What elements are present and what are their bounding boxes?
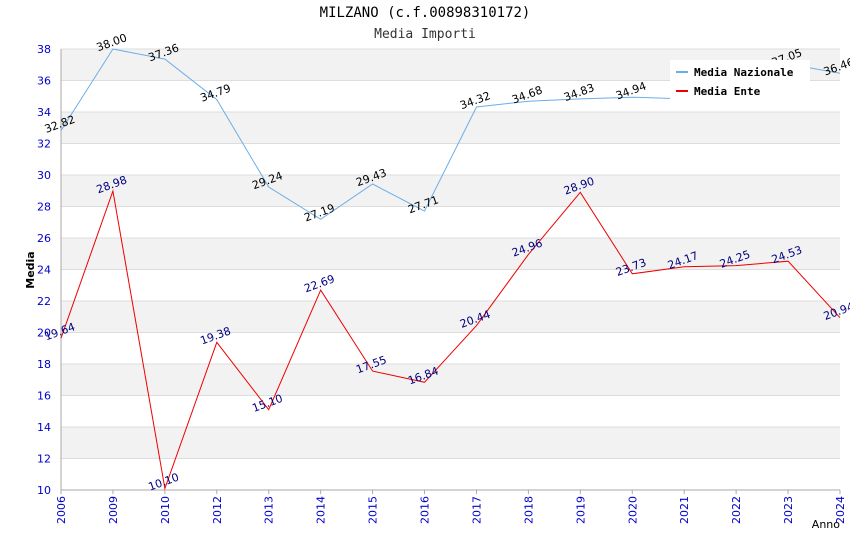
y-tick-label: 10 <box>37 484 51 497</box>
x-tick-label: 2009 <box>107 496 120 524</box>
legend-label: Media Ente <box>694 85 761 98</box>
y-axis-title: Media <box>24 251 37 288</box>
y-tick-label: 12 <box>37 453 51 466</box>
x-tick-label: 2013 <box>263 496 276 524</box>
data-label: 19.64 <box>43 320 77 343</box>
x-tick-label: 2018 <box>522 496 535 524</box>
data-label: 34.94 <box>614 79 648 102</box>
grid-band <box>61 364 840 396</box>
data-label: 34.79 <box>199 82 233 105</box>
chart-title: MILZANO (c.f.00898310172) <box>319 5 531 21</box>
y-tick-label: 32 <box>37 138 51 151</box>
series-line-media-ente <box>60 189 841 491</box>
y-tick-label: 20 <box>37 327 51 340</box>
x-tick-label: 2006 <box>55 496 68 524</box>
grid-band <box>61 427 840 459</box>
y-tick-label: 30 <box>37 169 51 182</box>
y-tick-label: 18 <box>37 358 51 371</box>
y-tick-label: 34 <box>37 106 51 119</box>
x-tick-label: 2010 <box>159 496 172 524</box>
grid-band <box>61 301 840 333</box>
y-tick-label: 16 <box>37 390 51 403</box>
data-label: 34.83 <box>562 81 596 104</box>
x-tick-label: 2012 <box>211 496 224 524</box>
chart-subtitle: Media Importi <box>374 27 476 42</box>
y-tick-label: 24 <box>37 264 51 277</box>
x-axis-title: Anno <box>812 518 840 531</box>
x-tick-label: 2014 <box>315 496 328 524</box>
grid-band <box>61 175 840 207</box>
y-tick-label: 26 <box>37 232 51 245</box>
x-tick-label: 2021 <box>678 496 691 524</box>
x-tick-label: 2020 <box>626 496 639 524</box>
y-tick-label: 22 <box>37 295 51 308</box>
y-tick-label: 28 <box>37 201 51 214</box>
x-tick-label: 2024 <box>834 496 847 524</box>
data-label: 34.68 <box>510 84 544 107</box>
y-tick-label: 38 <box>37 43 51 56</box>
legend <box>670 60 810 104</box>
x-tick-label: 2015 <box>367 496 380 524</box>
legend-label: Media Nazionale <box>694 66 794 79</box>
grid-band <box>61 112 840 144</box>
x-tick-label: 2022 <box>730 496 743 524</box>
x-tick-label: 2017 <box>470 496 483 524</box>
grid-band <box>61 238 840 270</box>
y-tick-label: 14 <box>37 421 51 434</box>
x-tick-label: 2019 <box>574 496 587 524</box>
x-tick-label: 2023 <box>782 496 795 524</box>
y-tick-label: 36 <box>37 75 51 88</box>
x-tick-label: 2016 <box>419 496 432 524</box>
